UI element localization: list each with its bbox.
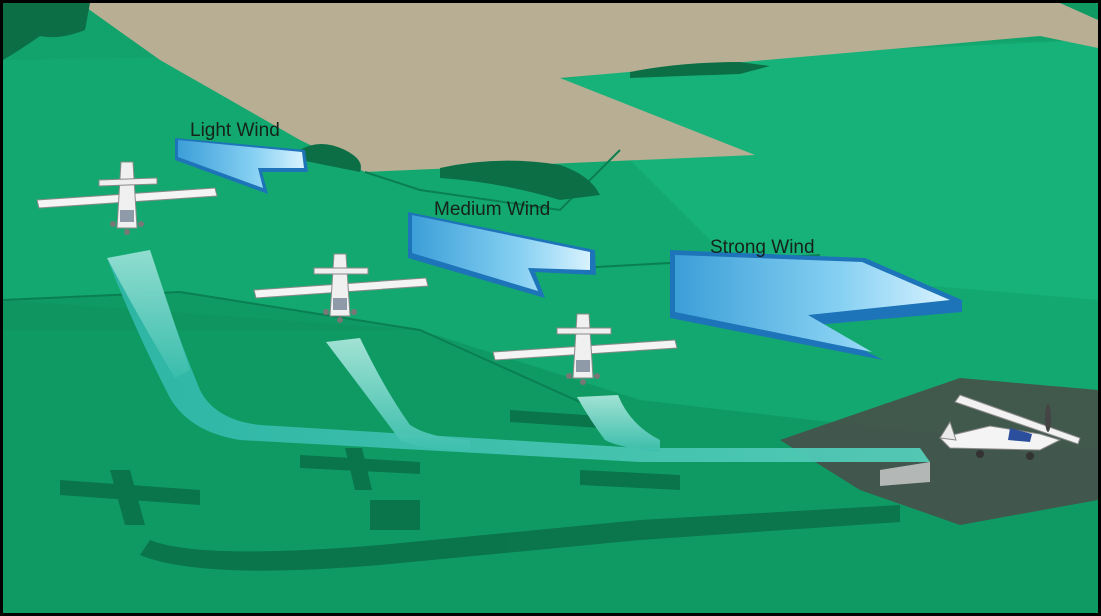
light-wind-arrow (175, 138, 308, 194)
strong-wind-arrow (670, 250, 962, 360)
airplane-light-wind (36, 161, 218, 235)
ground-tracks (107, 250, 930, 462)
aircraft-shadows (60, 410, 900, 571)
strong-wind-track (577, 395, 660, 452)
airplane-medium-wind (253, 253, 429, 323)
light-wind-label: Light Wind (190, 120, 280, 141)
runway-shadow (780, 378, 1098, 525)
tree-line (3, 3, 90, 60)
tree-line (630, 62, 770, 78)
strong-wind-label: Strong Wind (710, 237, 815, 258)
tree-line (300, 144, 361, 172)
dirt-field (80, 3, 1098, 172)
medium-wind-track (326, 338, 470, 452)
airplane-landed (939, 394, 1081, 460)
medium-wind-label: Medium Wind (434, 199, 551, 220)
tree-line (440, 160, 600, 200)
medium-wind-arrow (408, 212, 596, 298)
airplane-strong-wind (492, 313, 678, 385)
